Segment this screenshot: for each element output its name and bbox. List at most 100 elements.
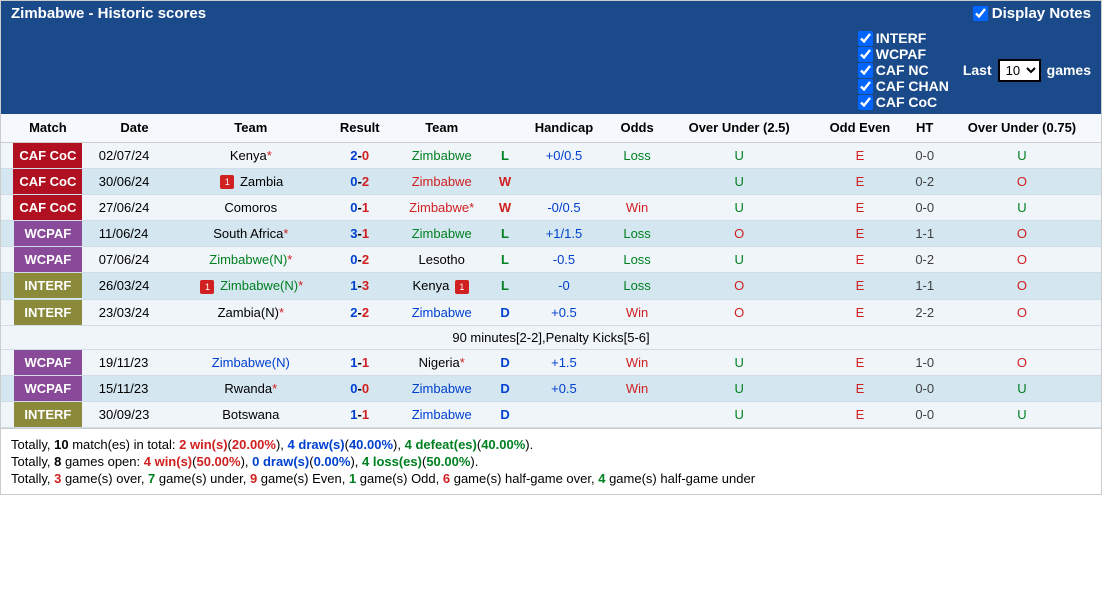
column-header: Over Under (0.75) — [943, 114, 1101, 142]
filter-caf-chan[interactable]: CAF CHAN — [858, 78, 949, 94]
table-row[interactable]: INTERF23/03/24 Zambia(N)*2-2ZimbabweD+0.… — [1, 299, 1101, 325]
home-team[interactable]: 1 Zambia — [174, 168, 327, 195]
home-team[interactable]: Botswana — [174, 401, 327, 427]
away-team[interactable]: Zimbabwe — [392, 142, 491, 168]
filter-interf[interactable]: INTERF — [858, 30, 949, 46]
home-team[interactable]: South Africa* — [174, 221, 327, 247]
away-team[interactable]: Nigeria* — [392, 349, 491, 375]
score: 0-0 — [327, 375, 392, 401]
home-team[interactable]: Rwanda* — [174, 375, 327, 401]
home-team[interactable]: Comoros — [174, 195, 327, 221]
filter-label: WCPAF — [876, 46, 926, 62]
away-team[interactable]: Zimbabwe — [392, 299, 491, 325]
handicap: +1.5 — [519, 349, 609, 375]
half-time: 0-2 — [907, 247, 943, 273]
column-header: Over Under (2.5) — [665, 114, 813, 142]
away-team[interactable]: Zimbabwe — [392, 168, 491, 195]
over-under-075: U — [943, 142, 1101, 168]
home-team[interactable]: Zimbabwe(N)* — [174, 247, 327, 273]
table-row[interactable]: CAF CoC27/06/24 Comoros0-1Zimbabwe*W-0/0… — [1, 195, 1101, 221]
home-team[interactable]: Kenya* — [174, 142, 327, 168]
column-header: Team — [174, 114, 327, 142]
away-team[interactable]: Zimbabwe* — [392, 195, 491, 221]
away-team[interactable]: Kenya 1 — [392, 273, 491, 300]
filter-caf-nc[interactable]: CAF NC — [858, 62, 949, 78]
red-card-icon: 1 — [220, 175, 234, 189]
table-row[interactable]: WCPAF15/11/23 Rwanda*0-0ZimbabweD+0.5Win… — [1, 375, 1101, 401]
odd-even: E — [813, 247, 906, 273]
table-row[interactable]: INTERF30/09/23 Botswana1-1ZimbabweDUE0-0… — [1, 401, 1101, 427]
half-time: 0-0 — [907, 375, 943, 401]
competition-badge: WCPAF — [14, 350, 82, 375]
filter-label: CAF CHAN — [876, 78, 949, 94]
half-time: 1-1 — [907, 273, 943, 300]
table-row[interactable]: CAF CoC02/07/24 Kenya*2-0ZimbabweL+0/0.5… — [1, 142, 1101, 168]
last-label-prefix: Last — [963, 62, 992, 78]
table-row[interactable]: WCPAF19/11/23 Zimbabwe(N)1-1Nigeria*D+1.… — [1, 349, 1101, 375]
odd-even: E — [813, 195, 906, 221]
match-date: 15/11/23 — [95, 375, 175, 401]
odds: Win — [609, 375, 665, 401]
summary-line-2: Totally, 8 games open: 4 win(s)(50.00%),… — [11, 454, 1091, 469]
away-team[interactable]: Zimbabwe — [392, 401, 491, 427]
half-time: 0-0 — [907, 195, 943, 221]
wld: L — [491, 142, 519, 168]
match-date: 23/03/24 — [95, 299, 175, 325]
filter-checkbox[interactable] — [858, 31, 873, 46]
table-row[interactable]: INTERF26/03/241 Zimbabwe(N)*1-3Kenya 1L-… — [1, 273, 1101, 300]
wld: W — [491, 168, 519, 195]
column-header: Team — [392, 114, 491, 142]
handicap: +0.5 — [519, 299, 609, 325]
match-date: 27/06/24 — [95, 195, 175, 221]
over-under-25: U — [665, 195, 813, 221]
filter-checkbox[interactable] — [858, 79, 873, 94]
column-header: Handicap — [519, 114, 609, 142]
score: 3-1 — [327, 221, 392, 247]
panel-header: Zimbabwe - Historic scores Display Notes — [1, 1, 1101, 26]
home-team[interactable]: 1 Zimbabwe(N)* — [174, 273, 327, 300]
away-team[interactable]: Zimbabwe — [392, 375, 491, 401]
display-notes-checkbox[interactable] — [973, 6, 988, 21]
score: 1-1 — [327, 349, 392, 375]
over-under-075: O — [943, 247, 1101, 273]
filter-caf-coc[interactable]: CAF CoC — [858, 94, 949, 110]
away-team[interactable]: Zimbabwe — [392, 221, 491, 247]
table-row[interactable]: CAF CoC30/06/241 Zambia0-2ZimbabweWUE0-2… — [1, 168, 1101, 195]
match-date: 30/06/24 — [95, 168, 175, 195]
last-games-select[interactable]: 10 — [998, 59, 1041, 82]
home-team[interactable]: Zambia(N)* — [174, 299, 327, 325]
odd-even: E — [813, 221, 906, 247]
handicap: -0/0.5 — [519, 195, 609, 221]
over-under-25: O — [665, 273, 813, 300]
odds — [609, 168, 665, 195]
table-row[interactable]: WCPAF07/06/24 Zimbabwe(N)*0-2LesothoL-0.… — [1, 247, 1101, 273]
column-header: Match — [1, 114, 95, 142]
display-notes-toggle[interactable]: Display Notes — [973, 5, 1091, 22]
handicap: +1/1.5 — [519, 221, 609, 247]
scores-table: MatchDateTeamResultTeamHandicapOddsOver … — [1, 114, 1101, 428]
competition-badge: CAF CoC — [13, 143, 82, 168]
table-row[interactable]: WCPAF11/06/24 South Africa*3-1ZimbabweL+… — [1, 221, 1101, 247]
scores-panel: Zimbabwe - Historic scores Display Notes… — [0, 0, 1102, 495]
column-header: HT — [907, 114, 943, 142]
handicap: -0 — [519, 273, 609, 300]
wld: D — [491, 401, 519, 427]
over-under-25: U — [665, 375, 813, 401]
match-date: 02/07/24 — [95, 142, 175, 168]
odds: Loss — [609, 142, 665, 168]
away-team[interactable]: Lesotho — [392, 247, 491, 273]
column-header: Odds — [609, 114, 665, 142]
column-header: Odd Even — [813, 114, 906, 142]
odd-even: E — [813, 401, 906, 427]
filter-checkbox[interactable] — [858, 95, 873, 110]
home-team[interactable]: Zimbabwe(N) — [174, 349, 327, 375]
odds: Loss — [609, 273, 665, 300]
odds: Loss — [609, 247, 665, 273]
filter-checkbox[interactable] — [858, 47, 873, 62]
wld: W — [491, 195, 519, 221]
filter-wcpaf[interactable]: WCPAF — [858, 46, 949, 62]
handicap — [519, 401, 609, 427]
filter-checkbox[interactable] — [858, 63, 873, 78]
handicap: +0/0.5 — [519, 142, 609, 168]
odd-even: E — [813, 168, 906, 195]
